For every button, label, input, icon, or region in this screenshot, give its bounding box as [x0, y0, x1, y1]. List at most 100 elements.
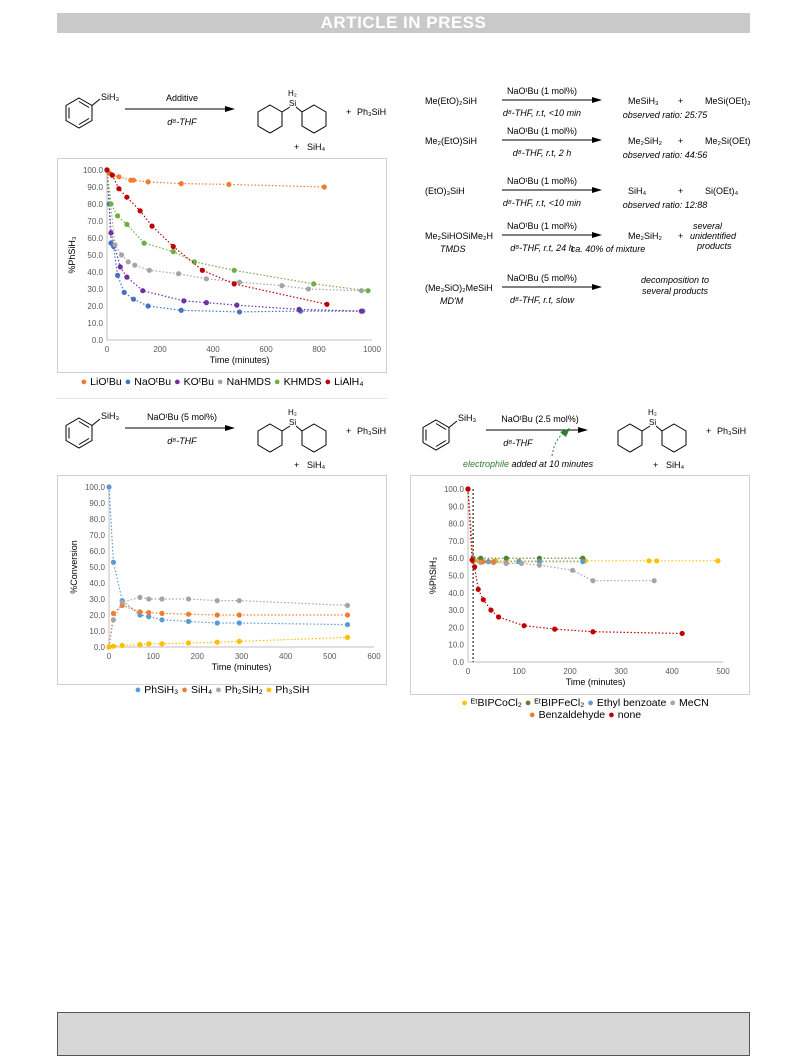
x-tick-label: 1000	[363, 345, 381, 354]
data-point-5-6	[170, 243, 176, 250]
series-line-1	[108, 604, 348, 648]
legend-dot-icon: ●	[669, 697, 680, 709]
y-tick-label: 10.0	[448, 641, 464, 650]
y-tick-label: 90.0	[89, 499, 105, 508]
data-point-2-2	[485, 559, 491, 565]
y-tick-label: 60.0	[89, 547, 105, 556]
data-point-2-9	[344, 602, 351, 608]
data-point-1-6	[130, 296, 137, 302]
legend-dot-icon: ●	[124, 376, 135, 388]
y-tick-label: 0.0	[453, 658, 465, 667]
data-point-5-2	[116, 186, 122, 192]
data-point-3-1	[110, 643, 117, 649]
row-arrow_bottom: d⁸-THF, r.t, slow	[510, 295, 574, 305]
series-line-2	[108, 596, 348, 648]
legend-dot-icon: ●	[528, 709, 539, 721]
benzene-ring-reactant	[65, 417, 101, 449]
data-point-4-1	[108, 201, 114, 207]
row-p1: SiH₄	[628, 186, 647, 196]
row-plus: +	[678, 231, 683, 241]
x-tick-label: 800	[312, 345, 326, 354]
data-point-1-6	[185, 611, 192, 617]
chart-frame	[57, 158, 387, 373]
row-sub: TMDS	[440, 244, 466, 254]
data-point-3-8	[236, 279, 243, 285]
data-point-5-8	[231, 281, 237, 287]
series-line-0	[108, 486, 348, 626]
legend-dot-icon: ●	[134, 684, 145, 696]
product-si: Si	[289, 99, 296, 108]
data-point-1-9	[236, 309, 243, 315]
data-point-0-8	[226, 181, 232, 188]
data-point-1-1	[110, 610, 117, 616]
data-point-0-9	[344, 622, 351, 628]
row-p1: Me₂SiH₂	[628, 231, 662, 241]
series-line-1	[467, 488, 583, 559]
y-tick-label: 10.0	[87, 319, 103, 328]
reactant-label: SiH₃	[101, 92, 120, 102]
row-sub: MD'M	[440, 296, 464, 306]
data-point-2-1	[110, 617, 117, 623]
x-tick-label: 500	[323, 652, 337, 661]
legend-label: ᴱᵗBIPCoCl₂	[470, 697, 522, 709]
data-point-4-3	[490, 559, 497, 565]
arrow-top-label: NaOᵗBu (2.5 mol%)	[501, 414, 579, 424]
legend-entry: ● MeCN	[669, 697, 708, 709]
data-point-5-0	[465, 486, 471, 492]
diphenylsilane-product	[257, 423, 327, 453]
series-line-2	[467, 488, 583, 563]
data-point-3-5	[518, 560, 525, 566]
x-tick-label: 0	[107, 652, 112, 661]
legend-label: LiOᵗBu	[90, 376, 122, 388]
data-point-3-5	[146, 267, 152, 273]
arrow-top-label: NaOᵗBu (5 mol%)	[147, 412, 217, 422]
chart-frame	[57, 475, 387, 685]
data-point-5-7	[199, 267, 205, 273]
legend-label: Benzaldehyde	[538, 709, 606, 721]
product-h2: H₂	[648, 408, 657, 417]
legend-dot-icon: ●	[181, 684, 191, 696]
y-tick-label: 40.0	[89, 579, 105, 588]
legend-entry: ● ᴱᵗBIPFeCl₂	[525, 697, 585, 709]
scheme-b-row: (Me₃SiO)₂MeSiH MD'M NaOᵗBu (5 mol%) d⁸-THF,…	[425, 273, 709, 306]
plus-1: +	[706, 426, 711, 436]
x-tick-label: 200	[563, 667, 577, 676]
data-point-5-4	[137, 208, 143, 214]
data-point-1-5	[121, 289, 127, 295]
y-axis-title: %PhSiH₃	[67, 236, 77, 274]
data-point-2-5	[580, 559, 586, 565]
arrow-top-label: Additive	[166, 93, 198, 103]
data-point-2-3	[137, 594, 143, 600]
legend-chart-3: ● ᴱᵗBIPCoCl₂ ● ᴱᵗBIPFeCl₂ ● Ethyl benzoa…	[440, 697, 730, 721]
legend-label: Ph₂SiH₂	[224, 684, 263, 696]
y-axis-title: %PhSiH₃	[428, 557, 438, 595]
legend-dot-icon: ●	[80, 376, 91, 388]
x-tick-label: 200	[153, 345, 167, 354]
data-point-5-2	[472, 564, 478, 570]
arrow-bottom-label: d⁸-THF	[167, 117, 197, 127]
row-arrow_bottom: d⁸-THF, r.t, <10 min	[503, 198, 581, 208]
product-h2: H₂	[288, 408, 297, 417]
x-tick-label: 400	[206, 345, 220, 354]
data-point-3-6	[185, 640, 192, 646]
y-tick-label: 100.0	[85, 483, 106, 492]
y-tick-label: 80.0	[89, 515, 105, 524]
product-h2: H₂	[288, 89, 297, 98]
data-point-1-3	[137, 609, 143, 615]
data-point-5-7	[521, 623, 527, 629]
data-point-2-4	[140, 288, 146, 294]
series-line-4	[467, 488, 494, 563]
row-p2: several	[693, 221, 723, 231]
electrophile-arrowhead	[560, 428, 570, 437]
y-tick-label: 10.0	[89, 627, 105, 636]
y-tick-label: 70.0	[87, 217, 103, 226]
data-point-3-8	[236, 638, 242, 644]
arrow-head	[592, 284, 602, 290]
data-point-0-9	[321, 184, 327, 190]
legend-dot-icon: ●	[608, 709, 618, 721]
legend-label: Ph₃SiH	[275, 684, 310, 696]
y-tick-label: 50.0	[448, 572, 464, 581]
data-point-5-6	[496, 614, 502, 620]
chart-electrophile: 0.0 10.0 20.0 30.0 40.0 50.0 60.0 70.0 80.0 90.0 1…	[410, 475, 750, 695]
data-point-2-5	[181, 298, 187, 304]
